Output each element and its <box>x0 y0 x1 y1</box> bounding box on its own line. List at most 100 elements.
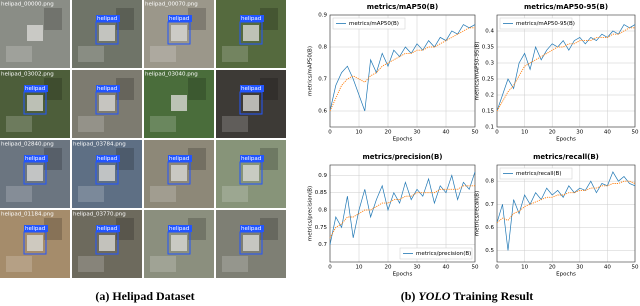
box-label-bg <box>24 155 48 162</box>
helipad-pad <box>27 235 43 251</box>
caption-b-rest: Training Result <box>453 289 533 303</box>
x-tick-label: 20 <box>549 130 556 136</box>
caption-b: (b) YOLO Training Result <box>401 289 534 303</box>
box-label-bg <box>168 155 192 162</box>
tile-detail <box>116 8 134 30</box>
caption-b-italic: YOLO <box>418 289 450 303</box>
y-tick-label: 0.15 <box>482 109 495 115</box>
y-tick-label: 0.8 <box>318 45 327 51</box>
tile-detail <box>150 116 176 132</box>
helipad-pad <box>243 235 259 251</box>
tile-detail <box>188 148 206 170</box>
box-label-bg <box>168 225 192 232</box>
x-tick-label: 40 <box>443 265 450 271</box>
tile-detail <box>78 46 104 62</box>
helipad-pad <box>99 165 115 181</box>
tile-detail <box>44 148 62 170</box>
y-tick-label: 0.6 <box>485 225 494 231</box>
series-line <box>496 27 635 112</box>
tile-detail <box>78 256 104 272</box>
tile-detail <box>260 8 278 30</box>
tile-detail <box>222 116 248 132</box>
series-line <box>329 185 475 239</box>
tile-filename: helipad_02840.png <box>1 142 54 148</box>
plot-frame <box>496 14 636 128</box>
legend-box <box>399 247 473 260</box>
x-tick-label: 20 <box>385 265 392 271</box>
y-tick-label: 0.7 <box>318 77 327 83</box>
box-label-bg <box>24 85 48 92</box>
tile-detail <box>188 78 206 100</box>
x-tick-label: 10 <box>356 265 363 271</box>
x-tick-label: 10 <box>521 130 528 136</box>
box-label-bg <box>240 225 264 232</box>
y-tick-label: 0.75 <box>315 225 328 231</box>
tile-detail <box>116 218 134 240</box>
y-tick-label: 0.8 <box>318 208 327 214</box>
series-line <box>329 171 476 245</box>
tile-filename: helipad_00070.png <box>145 2 198 8</box>
tile-filename: helipad_03002.png <box>1 72 54 78</box>
x-tick-label: 0 <box>328 265 332 271</box>
tile-detail <box>188 218 206 240</box>
box-label-bg <box>96 85 120 92</box>
x-tick-label: 20 <box>549 265 556 271</box>
y-tick-label: 0.85 <box>315 190 328 196</box>
legend-box <box>332 17 406 30</box>
box-label: helipad <box>25 156 45 162</box>
tile-detail <box>6 116 32 132</box>
x-axis-label: Epochs <box>556 137 576 143</box>
series-line <box>329 27 475 112</box>
tile-detail <box>150 186 176 202</box>
tile-detail <box>78 186 104 202</box>
box-label: helipad <box>97 86 117 92</box>
caption-b-label: (b) <box>401 289 416 303</box>
plot-frame <box>329 164 476 263</box>
y-tick-label: 0.1 <box>485 125 494 131</box>
box-label: helipad <box>169 226 189 232</box>
y-axis-label: metrics/mAP50(B) <box>308 46 314 96</box>
legend-label: metrics/precision(B) <box>416 251 471 257</box>
y-tick-label: 0.4 <box>485 29 494 35</box>
x-tick-label: 50 <box>472 130 479 136</box>
x-tick-label: 0 <box>495 265 499 271</box>
tile-detail <box>44 8 62 30</box>
tile-detail <box>188 8 206 30</box>
helipad-pad <box>243 95 259 111</box>
helipad-pad <box>171 95 187 111</box>
x-axis-label: Epochs <box>556 272 576 278</box>
box-label-bg <box>96 15 120 22</box>
tile-detail <box>6 256 32 272</box>
chart-title: metrics/mAP50(B) <box>367 3 438 11</box>
y-tick-label: 0.35 <box>482 45 495 51</box>
y-tick-label: 0.3 <box>485 61 494 67</box>
plot-frame <box>496 164 636 263</box>
box-label: helipad <box>25 86 45 92</box>
helipad-pad <box>171 235 187 251</box>
y-tick-label: 0.25 <box>482 77 495 83</box>
x-tick-label: 50 <box>632 265 639 271</box>
x-tick-label: 0 <box>495 130 499 136</box>
helipad-pad <box>99 235 115 251</box>
y-tick-label: 0.9 <box>318 13 327 19</box>
y-axis-label: metrics/recall(B) <box>475 191 481 236</box>
y-tick-label: 0.7 <box>485 202 494 208</box>
tile-detail <box>44 78 62 100</box>
helipad-pad <box>171 165 187 181</box>
x-tick-label: 30 <box>576 130 583 136</box>
x-axis-label: Epochs <box>393 137 413 143</box>
series-line <box>496 24 636 112</box>
tile-detail <box>150 256 176 272</box>
box-label: helipad <box>241 16 261 22</box>
tile-filename: helipad_01184.png <box>1 212 54 218</box>
box-label: helipad <box>97 226 117 232</box>
legend-label: metrics/mAP50(B) <box>349 21 399 27</box>
tile-detail <box>222 46 248 62</box>
box-label: helipad <box>169 156 189 162</box>
y-tick-label: 0.5 <box>485 248 494 254</box>
tile-detail <box>6 46 32 62</box>
y-axis-label: metrics/mAP50-95(B) <box>475 42 481 101</box>
chart-title: metrics/mAP50-95(B) <box>524 3 608 11</box>
box-label: helipad <box>25 226 45 232</box>
